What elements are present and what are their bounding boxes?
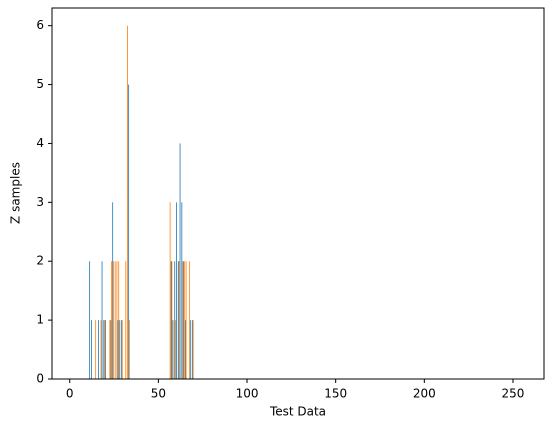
bar [91, 320, 92, 379]
y-tick-label: 5 [36, 77, 44, 91]
bar [183, 261, 184, 379]
bar [179, 143, 181, 379]
bar [103, 320, 105, 379]
y-tick-label: 2 [36, 254, 44, 268]
bar [128, 320, 130, 379]
y-tick-label: 1 [36, 313, 44, 327]
x-tick-label: 50 [151, 387, 166, 401]
x-axis-label: Test Data [269, 405, 326, 419]
bar [181, 202, 183, 379]
bar [101, 261, 103, 379]
y-tick-label: 0 [36, 372, 44, 386]
y-tick-label: 3 [36, 195, 44, 209]
bar [171, 261, 173, 379]
bar [118, 261, 120, 379]
bar [119, 320, 121, 379]
bar [189, 261, 191, 379]
x-tick-label: 250 [502, 387, 525, 401]
bar [183, 261, 185, 379]
y-axis-label: Z samples [9, 162, 23, 224]
bar [95, 320, 97, 379]
bar [176, 202, 177, 379]
bar [170, 261, 172, 379]
y-tick-label: 6 [36, 18, 44, 32]
bar [112, 202, 114, 379]
bar [125, 261, 127, 379]
bar [169, 202, 171, 379]
bar [192, 320, 194, 379]
bar [117, 320, 119, 379]
bar [105, 320, 106, 379]
bar [89, 261, 91, 379]
bar [104, 320, 105, 379]
plot-frame [51, 7, 545, 380]
bar [98, 320, 99, 379]
bar [121, 320, 123, 379]
bar [192, 320, 193, 379]
x-tick-label: 150 [324, 387, 347, 401]
bar [190, 320, 192, 379]
bar [112, 261, 114, 379]
x-tick-label: 200 [413, 387, 436, 401]
bar [174, 261, 176, 379]
bar [172, 320, 174, 379]
y-tick-label: 4 [36, 136, 44, 150]
x-tick-label: 100 [236, 387, 259, 401]
bar [178, 261, 180, 379]
bar [111, 261, 113, 379]
bar [177, 261, 179, 379]
bar [184, 320, 186, 379]
bar [128, 84, 130, 380]
x-tick-label: 0 [66, 387, 74, 401]
bar [110, 320, 112, 379]
bar [100, 320, 102, 379]
bar [175, 320, 176, 379]
bar [121, 320, 122, 379]
bar [116, 261, 118, 379]
bar [182, 261, 183, 379]
bar [109, 320, 111, 379]
bar [127, 25, 128, 380]
bar [114, 261, 116, 379]
bar [185, 261, 187, 379]
